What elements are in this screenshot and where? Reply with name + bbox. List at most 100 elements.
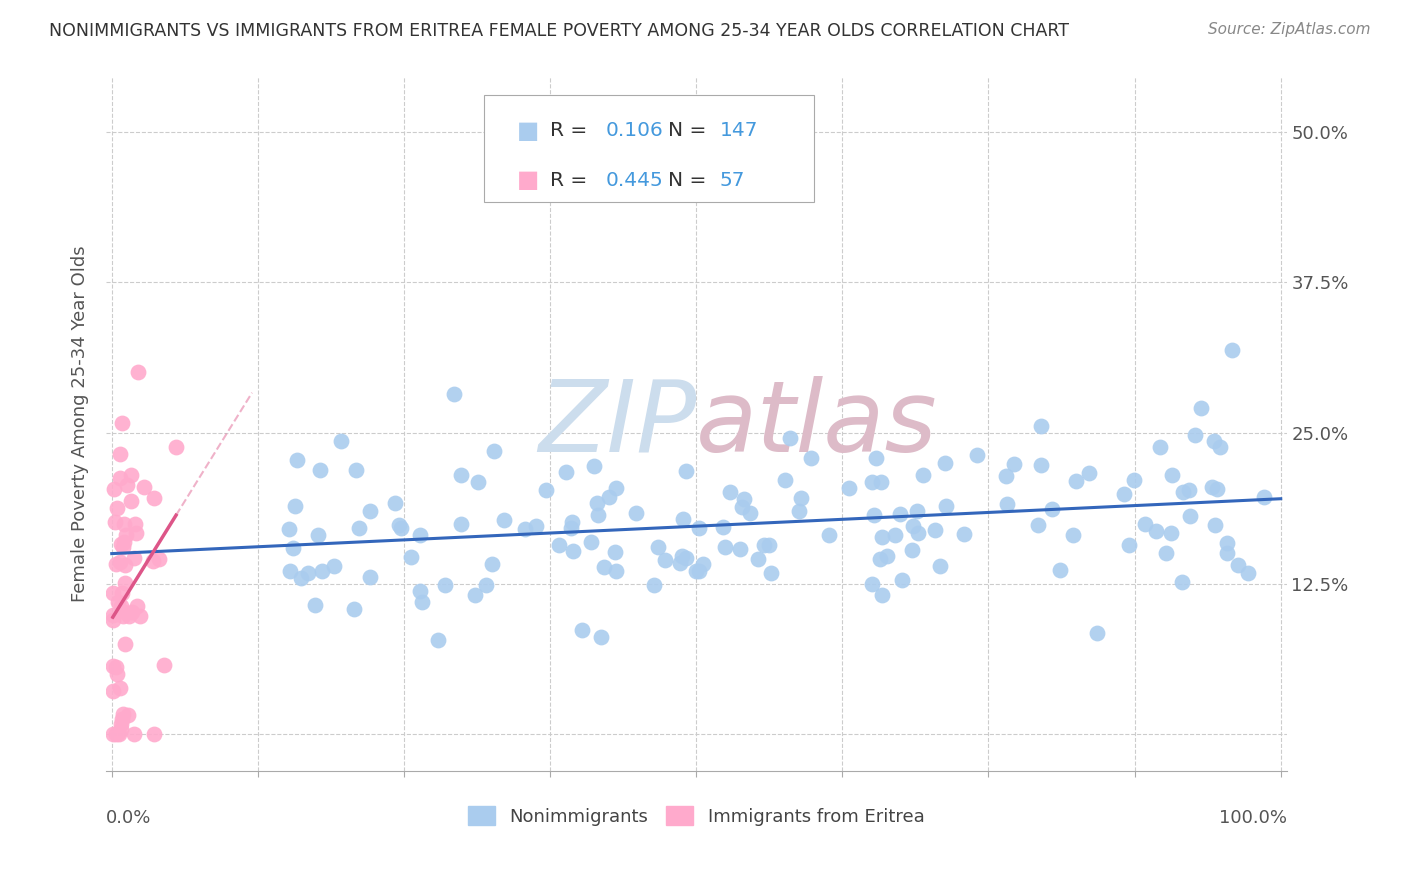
Point xyxy=(304,599,326,613)
Point xyxy=(1204,434,1226,448)
Point xyxy=(1236,566,1258,581)
Point xyxy=(443,387,465,401)
Point xyxy=(129,609,152,624)
Point xyxy=(1123,473,1146,487)
Point xyxy=(359,504,381,518)
Point xyxy=(1209,441,1232,455)
Point xyxy=(1002,458,1025,472)
Point xyxy=(1227,558,1250,573)
Text: 100.0%: 100.0% xyxy=(1219,809,1286,827)
Point xyxy=(905,504,928,518)
Point xyxy=(860,577,883,591)
Point xyxy=(548,538,571,552)
Point xyxy=(1118,538,1140,552)
Text: ■: ■ xyxy=(517,168,538,192)
Text: 0.0%: 0.0% xyxy=(105,809,152,827)
Point xyxy=(688,564,710,578)
Point xyxy=(101,684,124,698)
Point xyxy=(787,504,810,518)
Point xyxy=(862,508,884,522)
Point xyxy=(1040,502,1063,516)
Point xyxy=(1031,418,1053,433)
Point xyxy=(685,564,707,578)
Point xyxy=(860,475,883,489)
Point xyxy=(153,658,176,673)
Point xyxy=(1077,466,1099,480)
Point xyxy=(125,526,148,541)
Point xyxy=(929,558,952,573)
Point xyxy=(1133,516,1156,531)
Point xyxy=(111,586,134,600)
Point xyxy=(738,506,761,520)
Point xyxy=(112,516,135,531)
Point xyxy=(433,577,456,591)
Point xyxy=(654,553,676,567)
Point xyxy=(1180,508,1202,523)
Point xyxy=(643,577,665,591)
Point xyxy=(1171,574,1194,589)
Point xyxy=(1064,474,1087,488)
Point xyxy=(790,491,813,506)
Point xyxy=(323,559,346,574)
Point xyxy=(1184,427,1206,442)
Point xyxy=(605,564,627,578)
Point xyxy=(554,465,576,479)
Point xyxy=(1178,483,1201,498)
Point xyxy=(603,545,626,559)
Point xyxy=(297,566,319,580)
Point xyxy=(104,660,127,674)
Point xyxy=(562,544,585,558)
Point xyxy=(344,463,367,477)
Point xyxy=(647,540,669,554)
Point xyxy=(111,541,134,555)
Text: N =: N = xyxy=(668,170,713,189)
Point xyxy=(759,566,782,580)
Point xyxy=(747,551,769,566)
Point xyxy=(598,490,620,504)
Point xyxy=(115,477,138,491)
Point xyxy=(101,613,124,627)
Point xyxy=(121,605,143,619)
Point xyxy=(718,484,741,499)
Point xyxy=(1201,480,1223,494)
Point xyxy=(101,607,124,622)
Point xyxy=(582,459,605,474)
Text: 0.445: 0.445 xyxy=(606,170,664,189)
Point xyxy=(924,523,946,537)
Point xyxy=(108,447,131,461)
Point xyxy=(389,521,412,535)
Point xyxy=(838,481,860,495)
Point xyxy=(995,497,1018,511)
Point xyxy=(901,542,924,557)
Point xyxy=(110,599,132,613)
Point xyxy=(124,550,146,565)
Point xyxy=(311,564,333,578)
Point xyxy=(114,637,136,651)
Point xyxy=(586,496,609,510)
Point xyxy=(1144,524,1167,539)
Point xyxy=(330,434,353,448)
Point xyxy=(586,508,609,522)
Point xyxy=(728,541,751,556)
Point xyxy=(281,541,304,556)
Point xyxy=(1189,401,1212,415)
Text: N =: N = xyxy=(668,121,713,140)
Point xyxy=(409,528,432,542)
Point xyxy=(581,535,603,549)
Point xyxy=(409,584,432,599)
Point xyxy=(117,708,139,723)
Point xyxy=(165,440,187,454)
Point xyxy=(513,522,536,536)
Point xyxy=(1204,518,1226,533)
Point xyxy=(889,507,911,521)
Point xyxy=(865,451,887,466)
Point xyxy=(669,556,692,570)
Point xyxy=(411,594,433,608)
Point xyxy=(114,576,136,591)
Point xyxy=(688,521,710,535)
Point xyxy=(307,528,329,542)
Text: atlas: atlas xyxy=(696,376,938,473)
Point xyxy=(675,551,697,566)
Point xyxy=(1253,491,1275,505)
Y-axis label: Female Poverty Among 25-34 Year Olds: Female Poverty Among 25-34 Year Olds xyxy=(72,245,89,602)
